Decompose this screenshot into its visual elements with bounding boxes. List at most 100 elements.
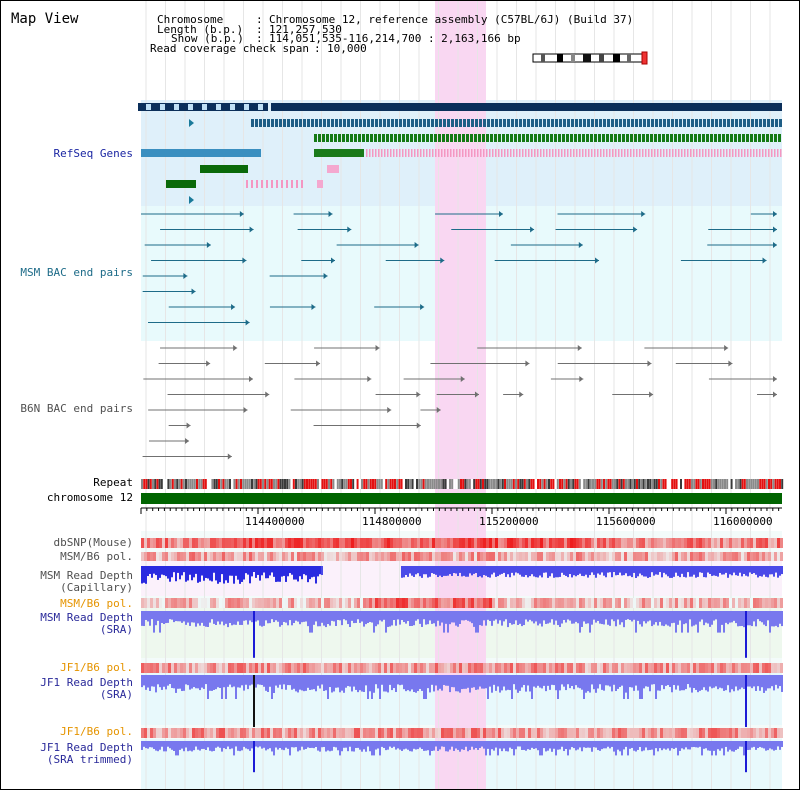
jf1-trim-depth-bar (637, 741, 639, 750)
track-label-chromosome: chromosome 12 (46, 491, 133, 504)
msm-pol-cell (765, 552, 768, 561)
track-label-msm-bac-end-pairs[interactable]: MSM BAC end pairs (20, 266, 133, 279)
dbsnp-cell (441, 538, 444, 548)
jf1-trim-depth-bar (719, 741, 721, 751)
jf1-pol2-cell (714, 728, 717, 738)
jf1-sra-depth-bar (501, 675, 503, 691)
refseq-gene-segment (576, 149, 578, 157)
repeat-element (552, 479, 555, 489)
track-label-b6n-bac-end-pairs[interactable]: B6N BAC end pairs (20, 402, 133, 415)
jf1-pol-cell (720, 663, 723, 673)
refseq-gene-segment (609, 149, 611, 157)
msm-sra-depth-bar (291, 611, 293, 626)
dbsnp-cell (501, 538, 504, 548)
repeat-element (165, 479, 168, 489)
jf1-sra-depth-bar (415, 675, 417, 693)
refseq-gene-segment (642, 149, 644, 157)
jf1-trim-depth-bar (721, 741, 723, 749)
refseq-gene-segment (459, 119, 462, 127)
msm-pol2-cell (777, 598, 780, 608)
jf1-pol2-cell (330, 728, 333, 738)
capillary-depth-bar (585, 566, 587, 575)
msm-pol2-cell (168, 598, 171, 608)
repeat-element (213, 479, 216, 489)
msm-sra-depth-bar (499, 611, 501, 621)
refseq-gene-segment (399, 119, 402, 127)
jf1-pol-cell (294, 663, 297, 673)
repeat-element (501, 479, 504, 489)
msm-pol-cell (564, 552, 567, 561)
jf1-pol-cell (240, 663, 243, 673)
dbsnp-cell (483, 538, 486, 548)
refseq-gene-segment (523, 119, 526, 127)
refseq-gene-segment (414, 134, 417, 142)
jf1-sra-depth-bar (407, 675, 409, 691)
track-label-refseq-genes[interactable]: RefSeq Genes (53, 147, 133, 160)
repeat-element (143, 479, 146, 489)
refseq-gene-segment (384, 149, 386, 157)
msm-sra-depth-bar (751, 611, 753, 627)
jf1-sra-depth-bar (595, 675, 597, 693)
capillary-depth-bar (731, 566, 733, 576)
msm-sra-depth-bar (183, 611, 185, 622)
dbsnp-cell (429, 538, 432, 548)
jf1-pol2-cell (525, 728, 528, 738)
jf1-trim-depth-bar (203, 741, 205, 749)
msm-pol-cell (480, 552, 483, 561)
jf1-pol-cell (711, 663, 714, 673)
jf1-sra-depth-bar (169, 675, 171, 685)
capillary-depth-bar (405, 566, 407, 575)
msm-pol-cell (504, 552, 507, 561)
capillary-depth-bar (285, 566, 287, 582)
repeat-element (594, 479, 597, 489)
msm-pol-cell (714, 552, 717, 561)
jf1-pol2-cell (366, 728, 369, 738)
repeat-element (361, 479, 363, 489)
msm-pol-cell (549, 552, 552, 561)
jf1-sra-depth-bar (745, 675, 747, 727)
jf1-pol-cell (336, 663, 339, 673)
refseq-gene-segment (546, 149, 548, 157)
msm-sra-depth-bar (643, 611, 645, 622)
msm-sra-depth-bar (287, 611, 289, 626)
msm-pol-cell (252, 552, 255, 561)
jf1-pol-cell (366, 663, 369, 673)
msm-pol2-cell (141, 598, 144, 608)
jf1-sra-depth-bar (737, 675, 739, 691)
jf1-trim-depth-bar (757, 741, 759, 749)
dbsnp-cell (480, 538, 483, 548)
refseq-gene-segment (403, 119, 406, 127)
jf1-pol-cell (201, 663, 204, 673)
refseq-gene-segment (463, 119, 466, 127)
jf1-pol2-cell (294, 728, 297, 738)
msm-sra-depth-bar (321, 611, 323, 623)
repeat-element (427, 479, 429, 489)
jf1-trim-depth-bar (653, 741, 655, 756)
jf1-trim-depth-bar (339, 741, 341, 756)
refseq-gene-segment (698, 134, 701, 142)
capillary-depth-bar (523, 566, 525, 577)
dbsnp-cell (381, 538, 384, 548)
msm-sra-depth-bar (423, 611, 425, 620)
refseq-gene-segment (474, 149, 476, 157)
msm-sra-depth-bar (467, 611, 469, 621)
jf1-trim-depth-bar (581, 741, 583, 752)
jf1-sra-depth-bar (251, 675, 253, 685)
capillary-depth-bar (157, 566, 159, 580)
jf1-trim-depth-bar (627, 741, 629, 756)
jf1-pol2-cell (639, 728, 642, 738)
dbsnp-cell (684, 538, 687, 548)
msm-pol2-cell (276, 598, 279, 608)
msm-sra-depth-bar (161, 611, 163, 623)
jf1-trim-depth-bar (493, 741, 495, 751)
repeat-element (570, 479, 572, 489)
jf1-trim-depth-bar (383, 741, 385, 748)
repeat-element (308, 479, 311, 489)
jf1-trim-depth-bar (679, 741, 681, 751)
refseq-gene-segment (494, 134, 497, 142)
refseq-gene-segment (582, 134, 585, 142)
msm-sra-depth-bar (339, 611, 341, 621)
jf1-sra-depth-bar (771, 675, 773, 687)
jf1-sra-depth-bar (419, 675, 421, 689)
